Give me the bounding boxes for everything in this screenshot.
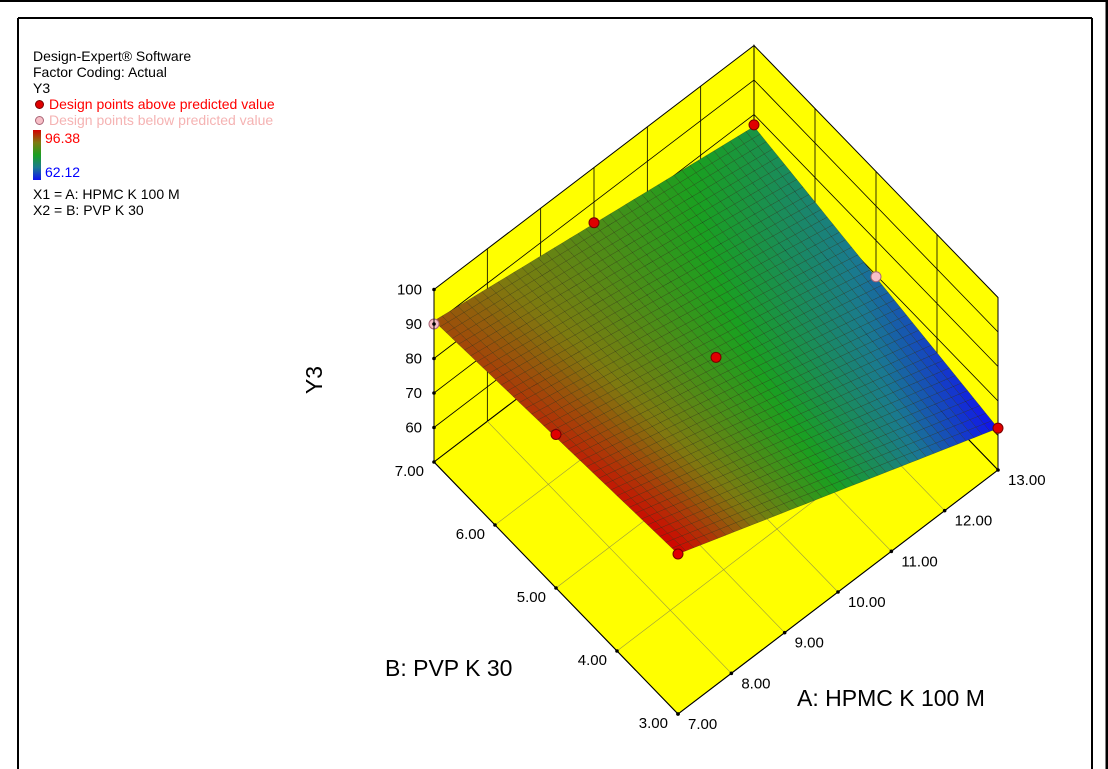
y-tick-label: 5.00	[517, 589, 546, 606]
y-tick-label: 4.00	[578, 652, 607, 669]
above-point-icon	[35, 100, 44, 110]
design-point-1	[672, 548, 684, 560]
software-title: Design-Expert® Software	[33, 48, 192, 64]
x-tick-mark	[889, 549, 894, 554]
x-tick-label: 10.00	[848, 594, 886, 611]
legend-above: Design points above predicted value	[33, 96, 275, 112]
x-tick-mark	[996, 468, 1000, 472]
factor-coding: Factor Coding: Actual	[33, 64, 167, 80]
x-tick-label: 7.00	[688, 716, 717, 733]
x-tick-label: 13.00	[1008, 472, 1046, 489]
z-tick-mark	[432, 287, 436, 292]
design-point-4	[710, 351, 722, 363]
z-tick-mark	[432, 356, 436, 361]
design-point-5	[870, 271, 882, 283]
x-tick-label: 8.00	[741, 675, 770, 692]
y-tick-label: 7.00	[395, 463, 424, 480]
y-tick-mark	[493, 523, 497, 527]
y-tick-label: 6.00	[456, 526, 485, 543]
x-tick-mark	[836, 590, 840, 594]
surface-plot: 7.00 8.00 9.00 10.00 11.00 12.00 13.00 3.00 4.00…	[301, 44, 1046, 733]
x-tick-mark	[729, 671, 734, 676]
y-axis-title: B: PVP K 30	[385, 655, 512, 681]
y-tick-mark	[432, 460, 436, 464]
design-point-7	[588, 217, 600, 229]
below-point-icon	[35, 116, 44, 126]
x2-definition: X2 = B: PVP K 30	[33, 202, 144, 218]
x-tick-mark	[782, 630, 787, 635]
z-tick-mark	[432, 391, 436, 395]
x1-definition: X1 = A: HPMC K 100 M	[33, 186, 180, 202]
legend-below-label: Design points below predicted value	[49, 112, 274, 128]
z-tick-label: 70	[405, 385, 422, 402]
z-tick-mark	[432, 425, 436, 430]
legend-above-label: Design points above predicted value	[49, 96, 275, 112]
x-tick-label: 9.00	[795, 635, 824, 652]
z-axis-title: Y3	[301, 366, 327, 394]
response-name: Y3	[33, 80, 51, 96]
z-tick-label: 90	[405, 316, 422, 333]
color-scale-min: 62.12	[45, 164, 81, 180]
design-point-8	[748, 119, 760, 131]
y-tick-mark	[676, 712, 680, 716]
z-tick-mark	[432, 322, 436, 326]
legend-below: Design points below predicted value	[33, 112, 275, 128]
x-tick-label: 12.00	[955, 513, 993, 530]
color-gradient-bar	[33, 130, 41, 180]
y-tick-mark	[554, 586, 558, 590]
y-tick-label: 3.00	[639, 715, 668, 732]
x-tick-mark	[942, 508, 947, 513]
color-scale-max: 96.38	[45, 130, 81, 146]
x-axis-title: A: HPMC K 100 M	[797, 685, 985, 711]
y-tick-mark	[615, 649, 619, 653]
z-tick-label: 100	[397, 282, 422, 299]
z-tick-label: 80	[405, 351, 422, 368]
z-tick-label: 60	[405, 420, 422, 437]
color-scale: 96.38 62.12	[33, 130, 275, 180]
design-point-3	[550, 428, 562, 440]
response-surface	[433, 126, 999, 555]
x-tick-label: 11.00	[901, 553, 937, 570]
design-point-2	[992, 422, 1004, 434]
legend: Design-Expert® Software Factor Coding: A…	[33, 48, 275, 218]
